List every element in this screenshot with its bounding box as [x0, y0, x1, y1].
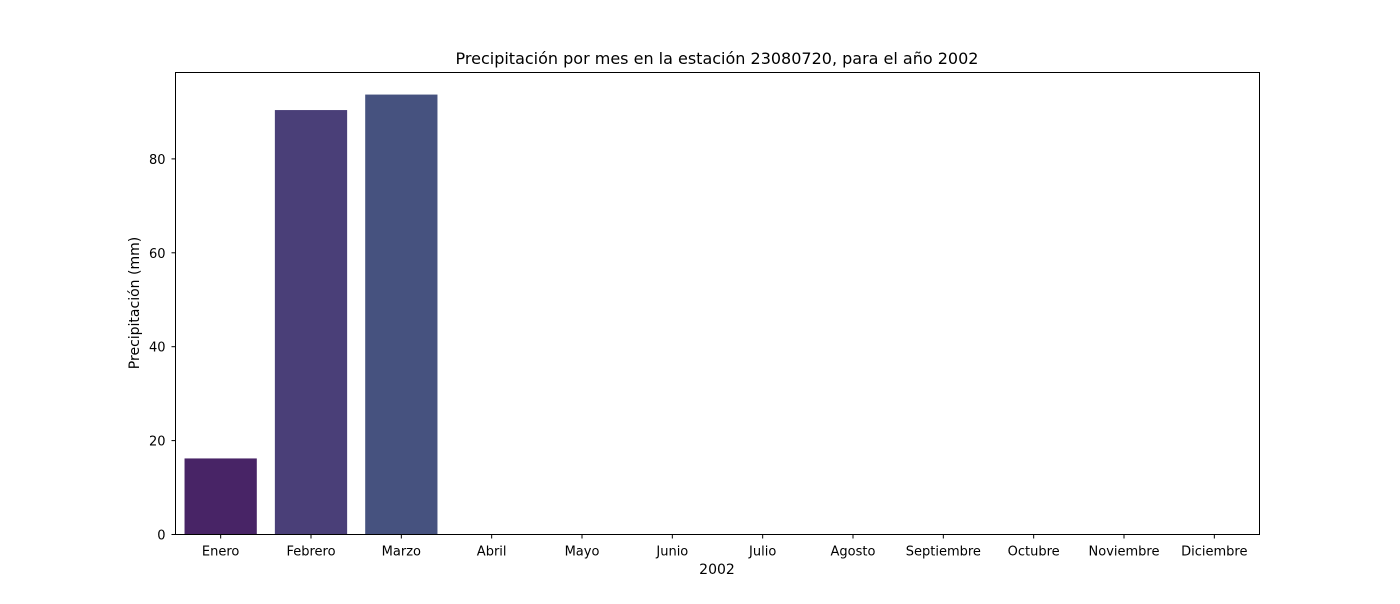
x-tick-label: Septiembre: [906, 545, 981, 560]
x-axis: Enero Febrero Marzo Abril Mayo Junio Julio Agos…: [202, 534, 1248, 560]
x-tick-label: Abril: [477, 545, 507, 560]
x-tick-label: Enero: [202, 545, 240, 560]
x-tick-label: Agosto: [831, 545, 876, 560]
x-tick-label: Mayo: [565, 545, 600, 560]
x-tick-label: Noviembre: [1089, 545, 1160, 560]
x-tick-label: Diciembre: [1181, 545, 1247, 560]
x-axis-label: 2002: [699, 562, 735, 578]
y-tick-label: 0: [157, 529, 165, 544]
chart-title: Precipitación por mes en la estación 230…: [456, 49, 979, 68]
x-tick-label: Julio: [748, 545, 776, 560]
bar-enero: [184, 458, 257, 535]
x-tick-label: Junio: [655, 545, 688, 560]
x-tick-label: Febrero: [286, 545, 335, 560]
x-tick-label: Octubre: [1008, 545, 1060, 560]
y-axis-label: Precipitación (mm): [127, 237, 143, 369]
x-tick-label: Marzo: [382, 545, 421, 560]
y-tick-label: 80: [149, 153, 166, 168]
bar-marzo: [365, 94, 438, 535]
bars-group: [184, 94, 438, 535]
bar-febrero: [274, 110, 348, 535]
y-tick-label: 60: [149, 247, 166, 262]
y-axis: 0 20 40 60 80: [149, 153, 176, 544]
y-tick-label: 40: [149, 341, 166, 356]
plot-frame: [175, 72, 1260, 535]
y-tick-label: 20: [149, 435, 166, 450]
